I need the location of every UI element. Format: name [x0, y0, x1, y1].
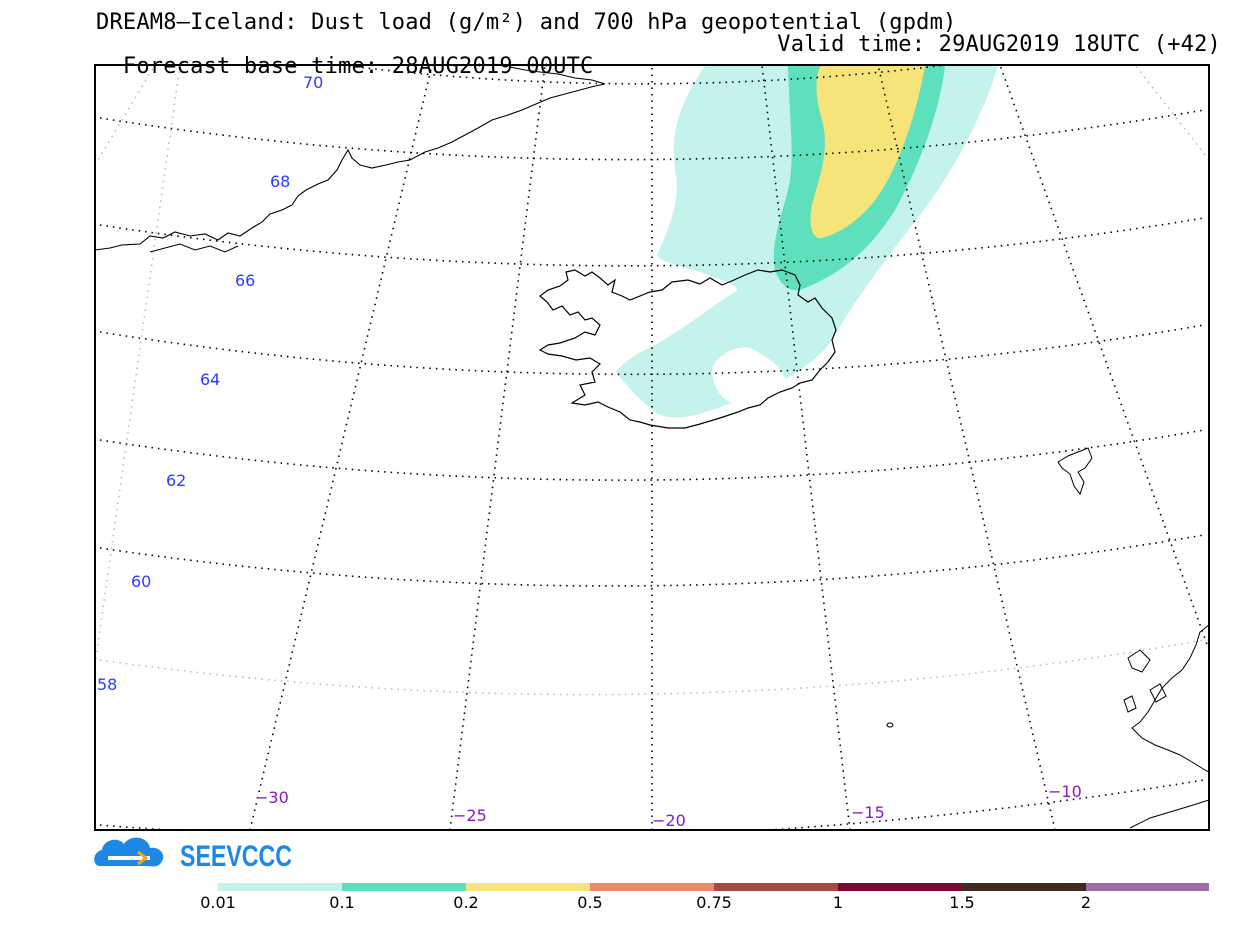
seevccc-logo: SEEVCCC: [94, 837, 292, 873]
legend-label: 1.5: [949, 893, 975, 912]
cloud-icon: [94, 837, 164, 867]
latitude-label: 60: [131, 572, 151, 591]
legend-label: 2: [1080, 893, 1092, 912]
longitude-gridlines: [95, 65, 1209, 830]
latitude-label: 64: [200, 370, 220, 389]
legend-label: 0.2: [453, 893, 479, 912]
legend-swatch: [962, 883, 1086, 891]
latitude-label: 70: [303, 73, 323, 92]
greenland-coastline: [95, 66, 606, 251]
longitude-label: −20: [652, 811, 686, 830]
longitude-label: −30: [255, 788, 289, 807]
greenland-coastline-inner: [149, 243, 239, 253]
iceland-coastline: [538, 269, 837, 429]
legend-swatch: [714, 883, 838, 891]
legend-swatch: [590, 883, 714, 891]
latitude-label: 66: [235, 271, 255, 290]
legend-swatch: [466, 883, 590, 891]
legend-swatch: [838, 883, 962, 891]
latitude-label: 62: [166, 471, 186, 490]
latitude-label: 68: [270, 172, 290, 191]
dust-area-0.2: [810, 66, 925, 239]
latitude-label-group: 70 68 66 64 62 60 58: [97, 73, 323, 694]
legend-label: 1: [832, 893, 844, 912]
legend-label: 0.75: [696, 893, 732, 912]
latitude-gridlines: [99, 65, 1205, 830]
longitude-label: −10: [1048, 782, 1082, 801]
rockall-islet: [886, 722, 894, 728]
valid-time: Valid time: 29AUG2019 18UTC (+42): [777, 32, 1221, 57]
longitude-label: −15: [851, 803, 885, 822]
legend-swatch: [218, 883, 342, 891]
legend-swatch: [1086, 883, 1209, 891]
legend-label: 0.01: [200, 893, 236, 912]
latitude-label: 58: [97, 675, 117, 694]
map-title: DREAM8—Iceland: Dust load (g/m²) and 700…: [96, 10, 957, 35]
legend-swatch: [342, 883, 466, 891]
legend-colorbar: [218, 883, 1209, 891]
map-frame: [94, 64, 1210, 831]
longitude-label-group: −30 −25 −20 −15 −10: [255, 782, 1082, 830]
dust-free-area: [712, 347, 786, 406]
legend-label: 0.1: [329, 893, 355, 912]
scotland-islands: [1123, 649, 1167, 713]
scotland-coastline: [1131, 624, 1209, 773]
logo-text: SEEVCCC: [180, 840, 292, 873]
ireland-coastline: [1129, 799, 1209, 829]
legend-label: 0.5: [577, 893, 603, 912]
faroe-islands: [1057, 447, 1093, 496]
longitude-label: −25: [453, 806, 487, 825]
